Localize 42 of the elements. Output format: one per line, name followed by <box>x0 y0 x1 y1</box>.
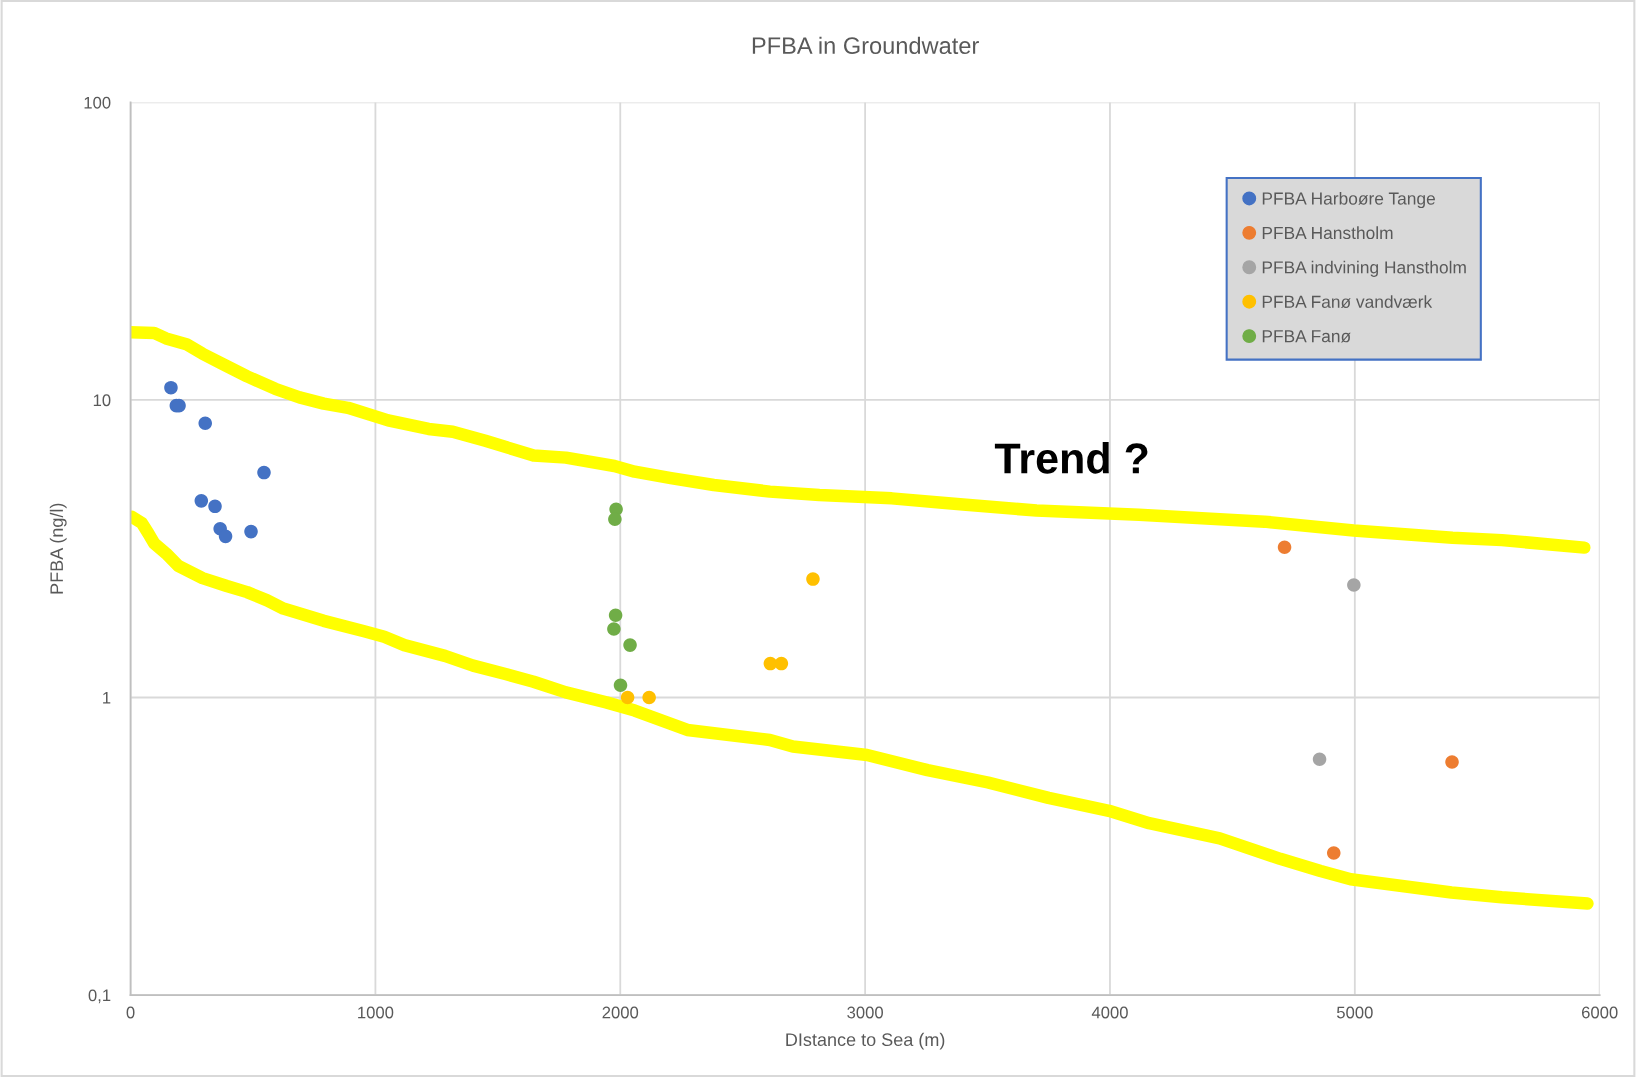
x-tick-label: 2000 <box>602 1006 639 1019</box>
point <box>607 622 621 636</box>
point <box>623 638 637 652</box>
chart-title: PFBA in Groundwater <box>752 36 979 55</box>
x-tick-label: 3000 <box>847 1006 884 1019</box>
point <box>1445 755 1459 769</box>
x-tick-label: 0 <box>126 1006 135 1019</box>
point <box>1277 540 1292 554</box>
y-tick-label: 1 <box>103 692 111 704</box>
point <box>608 608 623 623</box>
point <box>608 512 622 527</box>
annotation: Trend ? <box>994 442 1148 474</box>
point <box>1347 578 1361 592</box>
y-tick-label: 100 <box>84 96 111 109</box>
point <box>198 416 212 431</box>
point <box>1312 752 1327 767</box>
point <box>218 529 233 544</box>
point <box>1327 846 1341 860</box>
legend-label: PFBA Harboøre Tange <box>1262 191 1435 209</box>
y-tick-label: 10 <box>93 394 111 407</box>
legend-label: PFBA Hanstholm <box>1262 226 1393 240</box>
point <box>620 690 635 705</box>
x-tick-label: 6000 <box>1581 1006 1618 1019</box>
point <box>208 499 222 514</box>
point <box>763 656 778 671</box>
y-tick-label: 0,1 <box>88 989 111 1004</box>
point <box>806 572 820 586</box>
y-axis-title: PFBA (ng/l) <box>49 503 67 594</box>
x-tick-label: 4000 <box>1091 1006 1128 1019</box>
x-tick-label: 5000 <box>1336 1006 1373 1019</box>
point <box>613 678 628 692</box>
legend-label: PFBA Fanø <box>1262 330 1351 343</box>
x-tick-label: 1000 <box>358 1006 394 1019</box>
legend-label: PFBA Fanø vandværk <box>1262 295 1433 309</box>
point <box>642 690 656 705</box>
point <box>164 380 178 395</box>
point <box>194 494 209 508</box>
point <box>244 524 258 539</box>
point <box>257 465 271 480</box>
point <box>774 656 789 671</box>
x-axis-title: DIstance to Sea (m) <box>786 1032 945 1050</box>
legend-label: PFBA indvining Hanstholm <box>1262 260 1466 277</box>
